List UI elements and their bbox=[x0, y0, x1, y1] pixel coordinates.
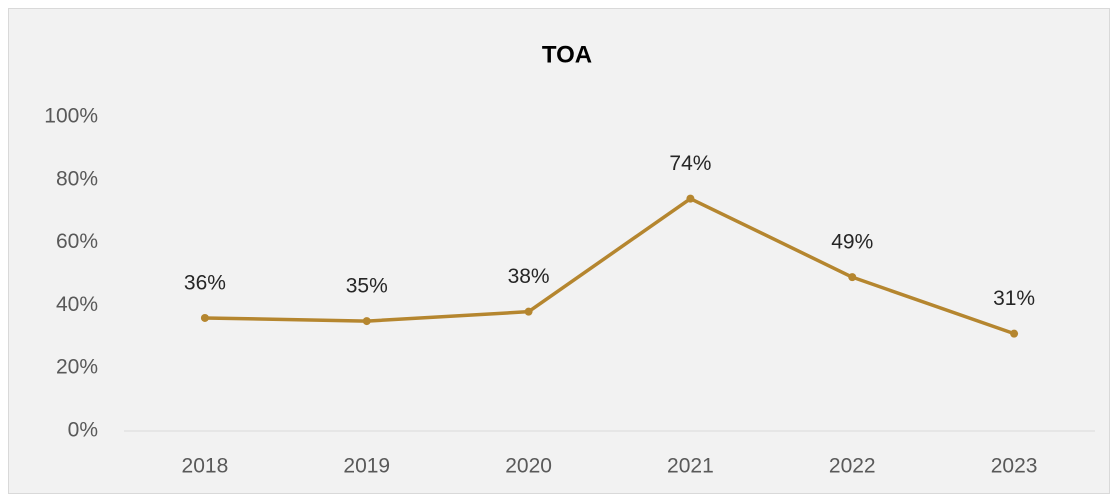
chart-background bbox=[8, 8, 1110, 494]
y-tick-label: 20% bbox=[56, 356, 98, 379]
data-point bbox=[848, 273, 857, 282]
chart-title: TOA bbox=[542, 41, 592, 68]
x-tick-label: 2023 bbox=[991, 455, 1038, 478]
y-tick-label: 80% bbox=[56, 167, 98, 190]
y-tick-label: 60% bbox=[56, 230, 98, 253]
x-tick-label: 2020 bbox=[505, 455, 552, 478]
series-line bbox=[204, 196, 1015, 336]
x-tick-label: 2019 bbox=[343, 455, 390, 478]
y-tick-label: 0% bbox=[68, 419, 98, 442]
x-tick-label: 2018 bbox=[182, 455, 229, 478]
data-label: 38% bbox=[508, 265, 550, 288]
x-tick-label: 2022 bbox=[829, 455, 876, 478]
data-point bbox=[1010, 329, 1019, 338]
data-label: 36% bbox=[184, 272, 226, 295]
data-point bbox=[686, 194, 695, 203]
data-label: 49% bbox=[831, 231, 873, 254]
data-label: 35% bbox=[346, 275, 388, 298]
data-point bbox=[362, 317, 371, 326]
y-tick-label: 40% bbox=[56, 293, 98, 316]
x-tick-label: 2021 bbox=[667, 455, 714, 478]
data-point bbox=[200, 313, 209, 322]
data-point bbox=[524, 307, 533, 316]
data-label: 74% bbox=[669, 152, 711, 175]
y-tick-label: 100% bbox=[44, 105, 98, 128]
data-label: 31% bbox=[993, 287, 1035, 310]
